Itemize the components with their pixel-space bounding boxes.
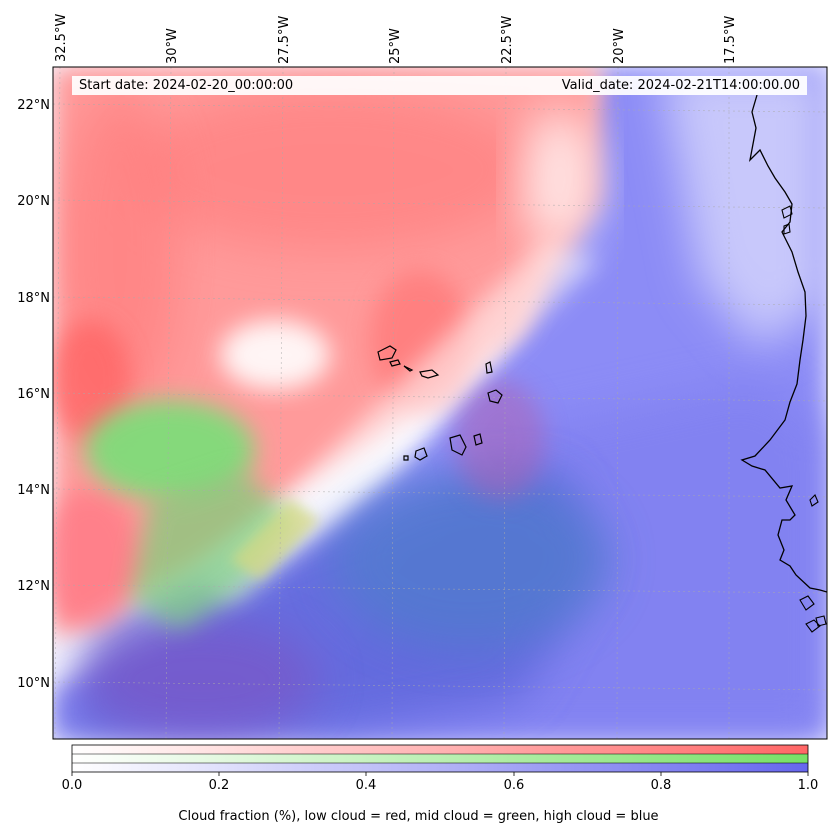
- colorbar-tick-1: 1.0: [797, 778, 819, 793]
- colorbar-low-cloud-strip: [72, 745, 808, 754]
- lat-label-18n: 18°N: [17, 291, 50, 306]
- colorbar-tick-0-4: 0.4: [355, 778, 377, 793]
- valid-date-label: Valid_date: 2024-02-21T14:00:00.00: [561, 78, 800, 93]
- date-info-bar: Start date: 2024-02-20_00:00:00 Valid_da…: [72, 76, 807, 95]
- start-date-label: Start date: 2024-02-20_00:00:00: [79, 78, 294, 93]
- colorbar-tick-0-8: 0.8: [650, 778, 672, 793]
- cape-verde-islands: [377, 345, 503, 461]
- colorbar-tick-0-2: 0.2: [208, 778, 230, 793]
- colorbar-high-cloud-strip: [72, 763, 808, 772]
- lat-label-16n: 16°N: [17, 387, 50, 402]
- lat-label-10n: 10°N: [17, 676, 50, 691]
- lat-label-20n: 20°N: [17, 194, 50, 209]
- africa-coastline: [740, 94, 827, 593]
- lat-label-12n: 12°N: [17, 579, 50, 594]
- lat-label-14n: 14°N: [17, 483, 50, 498]
- colorbar-tick-0: 0.0: [61, 778, 83, 793]
- colorbar-mid-cloud-strip: [72, 754, 808, 763]
- colorbar: [71, 744, 809, 776]
- colorbar-tick-0-6: 0.6: [503, 778, 525, 793]
- mid-cloud-field: [85, 400, 255, 500]
- lat-label-22n: 22°N: [17, 98, 50, 113]
- colorbar-title: Cloud fraction (%), low cloud = red, mid…: [178, 809, 659, 824]
